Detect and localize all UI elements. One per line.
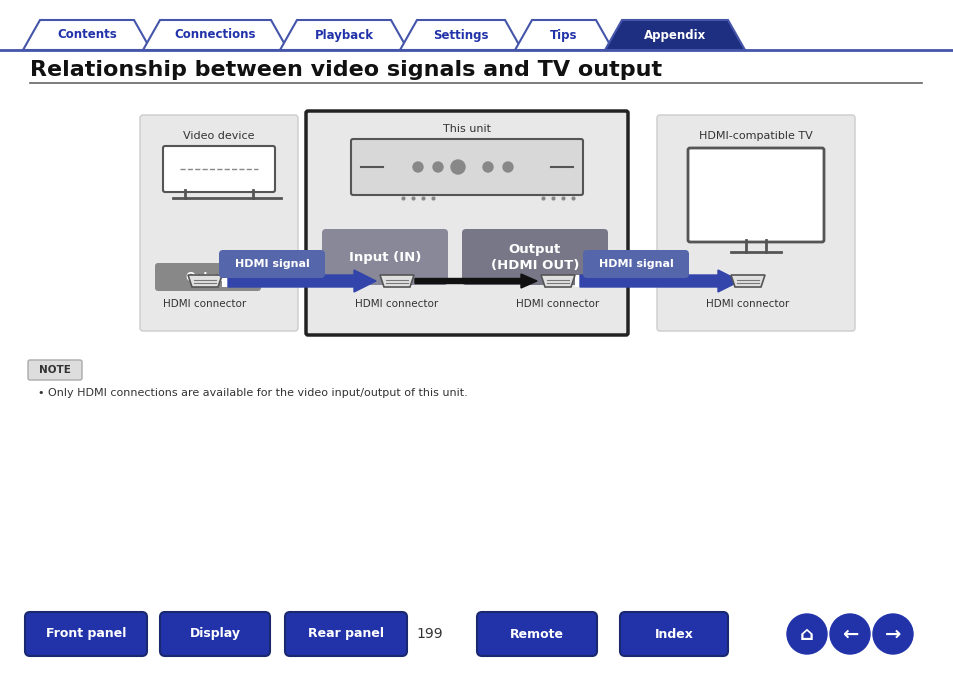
Polygon shape <box>604 20 744 50</box>
FancyBboxPatch shape <box>619 612 727 656</box>
FancyArrow shape <box>228 270 375 292</box>
Polygon shape <box>379 275 414 287</box>
Text: Connections: Connections <box>174 28 256 42</box>
FancyBboxPatch shape <box>461 229 607 285</box>
FancyBboxPatch shape <box>687 148 823 242</box>
Text: HDMI-compatible TV: HDMI-compatible TV <box>699 131 812 141</box>
Text: Display: Display <box>190 627 240 641</box>
Polygon shape <box>540 275 575 287</box>
Text: HDMI connector: HDMI connector <box>163 299 247 309</box>
Text: HDMI connector: HDMI connector <box>355 299 438 309</box>
Text: HDMI signal: HDMI signal <box>598 259 673 269</box>
Polygon shape <box>399 20 521 50</box>
Text: (HDMI OUT): (HDMI OUT) <box>490 258 578 271</box>
FancyBboxPatch shape <box>140 115 297 331</box>
Text: ⌂: ⌂ <box>800 625 813 643</box>
Text: Playback: Playback <box>314 28 374 42</box>
FancyBboxPatch shape <box>476 612 597 656</box>
Text: HDMI signal: HDMI signal <box>234 259 309 269</box>
Polygon shape <box>188 275 222 287</box>
Text: NOTE: NOTE <box>39 365 71 375</box>
Text: Output: Output <box>508 244 560 256</box>
FancyBboxPatch shape <box>306 111 627 335</box>
Text: 199: 199 <box>416 627 443 641</box>
FancyArrow shape <box>575 275 722 287</box>
Circle shape <box>482 162 493 172</box>
FancyBboxPatch shape <box>285 612 407 656</box>
FancyArrow shape <box>222 275 356 287</box>
Text: Front panel: Front panel <box>46 627 126 641</box>
Text: HDMI connector: HDMI connector <box>705 299 789 309</box>
FancyBboxPatch shape <box>160 612 270 656</box>
Circle shape <box>829 614 869 654</box>
Circle shape <box>451 160 464 174</box>
Text: Settings: Settings <box>433 28 488 42</box>
Circle shape <box>502 162 513 172</box>
Text: Input (IN): Input (IN) <box>349 250 420 264</box>
Text: Index: Index <box>654 627 693 641</box>
Text: Video device: Video device <box>183 131 254 141</box>
Polygon shape <box>515 20 613 50</box>
FancyBboxPatch shape <box>163 146 274 192</box>
FancyBboxPatch shape <box>657 115 854 331</box>
FancyBboxPatch shape <box>28 360 82 380</box>
Polygon shape <box>730 275 764 287</box>
Polygon shape <box>280 20 408 50</box>
FancyBboxPatch shape <box>154 263 261 291</box>
Text: Output: Output <box>185 271 231 283</box>
FancyBboxPatch shape <box>582 250 688 278</box>
FancyArrow shape <box>415 274 537 288</box>
FancyBboxPatch shape <box>25 612 147 656</box>
Polygon shape <box>143 20 288 50</box>
Circle shape <box>786 614 826 654</box>
Circle shape <box>872 614 912 654</box>
Text: Rear panel: Rear panel <box>308 627 384 641</box>
Text: Contents: Contents <box>57 28 117 42</box>
Text: Remote: Remote <box>510 627 563 641</box>
Text: Appendix: Appendix <box>643 28 705 42</box>
Text: Relationship between video signals and TV output: Relationship between video signals and T… <box>30 60 661 80</box>
Text: HDMI connector: HDMI connector <box>516 299 599 309</box>
Circle shape <box>433 162 442 172</box>
FancyArrow shape <box>579 270 740 292</box>
Polygon shape <box>23 20 151 50</box>
Text: →: → <box>883 625 901 643</box>
Text: ←: ← <box>841 625 858 643</box>
Text: Tips: Tips <box>550 28 578 42</box>
Text: • Only HDMI connections are available for the video input/output of this unit.: • Only HDMI connections are available fo… <box>38 388 467 398</box>
FancyBboxPatch shape <box>219 250 325 278</box>
FancyBboxPatch shape <box>322 229 448 285</box>
Circle shape <box>413 162 422 172</box>
FancyBboxPatch shape <box>351 139 582 195</box>
Text: This unit: This unit <box>442 124 491 134</box>
